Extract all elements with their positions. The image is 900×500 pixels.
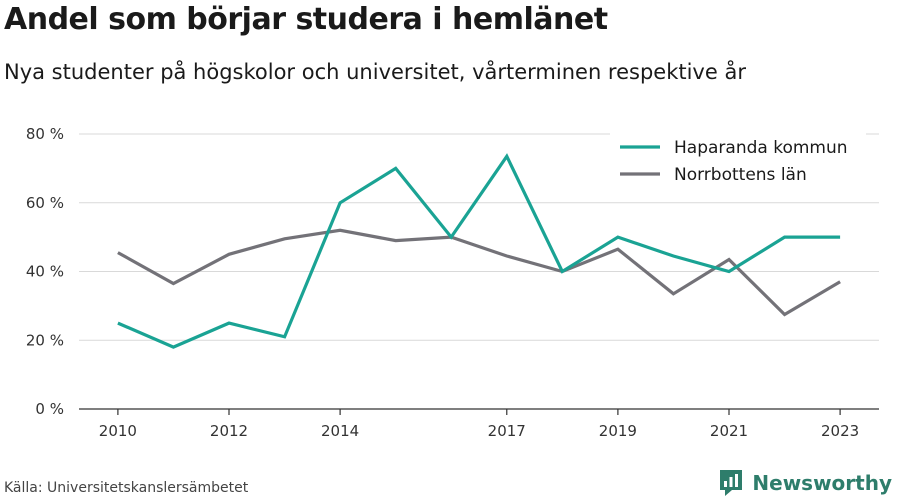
x-tick-label: 2017 <box>488 422 526 440</box>
y-tick-label: 60 % <box>26 194 64 212</box>
series-line-haparanda-kommun <box>117 153 841 349</box>
legend: Haparanda kommun Norrbottens län <box>610 130 866 192</box>
source-note: Källa: Universitetskanslersämbetet <box>4 480 249 496</box>
x-tick-label: 2023 <box>821 422 859 440</box>
y-tick-label: 0 % <box>35 400 64 418</box>
chart-title: Andel som börjar studera i hemlänet <box>4 2 608 37</box>
x-tick-label: 2010 <box>99 422 137 440</box>
newsworthy-logo-icon <box>720 470 743 496</box>
x-axis: 2010 2012 2014 2017 2019 2021 2023 <box>79 408 879 440</box>
brand-name: Newsworthy <box>752 471 892 495</box>
brand-logo: Newsworthy <box>718 468 892 498</box>
y-tick-label: 40 % <box>26 263 64 281</box>
legend-label: Norrbottens län <box>674 165 807 185</box>
x-tick-label: 2012 <box>210 422 248 440</box>
legend-background <box>610 130 866 192</box>
x-tick-label: 2021 <box>710 422 748 440</box>
legend-label: Haparanda kommun <box>674 138 848 158</box>
chart-subtitle: Nya studenter på högskolor och universit… <box>4 60 746 84</box>
x-tick-label: 2014 <box>321 422 359 440</box>
series-lines <box>117 153 841 349</box>
y-tick-label: 80 % <box>26 125 64 143</box>
x-tick-label: 2019 <box>599 422 637 440</box>
series-line-norrbottens-lan <box>117 228 841 317</box>
y-tick-label: 20 % <box>26 331 64 349</box>
